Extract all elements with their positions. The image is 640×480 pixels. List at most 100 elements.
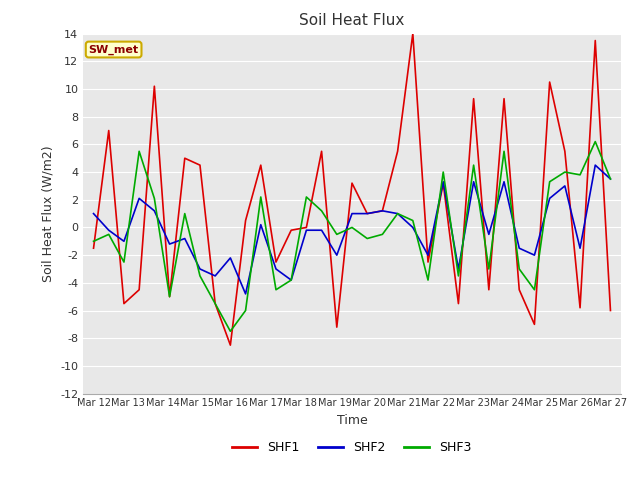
SHF2 <box>424 252 432 258</box>
SHF3 <box>333 231 340 237</box>
SHF1 <box>348 180 356 186</box>
SHF1 <box>454 300 462 307</box>
SHF2 <box>211 273 219 279</box>
SHF2 <box>90 211 97 216</box>
Legend: SHF1, SHF2, SHF3: SHF1, SHF2, SHF3 <box>227 436 477 459</box>
SHF1 <box>135 287 143 293</box>
Text: SW_met: SW_met <box>88 44 139 55</box>
Line: SHF2: SHF2 <box>93 165 611 294</box>
SHF2 <box>242 291 250 297</box>
Y-axis label: Soil Heat Flux (W/m2): Soil Heat Flux (W/m2) <box>42 145 54 282</box>
SHF2 <box>485 231 493 237</box>
SHF2 <box>546 195 554 201</box>
SHF3 <box>272 287 280 293</box>
SHF3 <box>546 179 554 185</box>
SHF3 <box>257 194 264 200</box>
SHF1 <box>196 162 204 168</box>
SHF1 <box>409 31 417 36</box>
SHF1 <box>515 287 523 293</box>
SHF3 <box>348 225 356 230</box>
SHF2 <box>166 241 173 247</box>
SHF2 <box>500 179 508 185</box>
SHF2 <box>561 183 569 189</box>
SHF2 <box>515 245 523 251</box>
SHF2 <box>303 228 310 233</box>
SHF1 <box>591 37 599 43</box>
SHF1 <box>166 294 173 300</box>
SHF1 <box>500 96 508 102</box>
SHF2 <box>409 225 417 230</box>
SHF3 <box>379 231 387 237</box>
SHF1 <box>394 148 401 154</box>
SHF1 <box>181 156 189 161</box>
SHF1 <box>440 180 447 186</box>
SHF2 <box>257 222 264 228</box>
SHF1 <box>424 259 432 265</box>
SHF3 <box>317 208 325 214</box>
SHF3 <box>409 217 417 223</box>
SHF3 <box>394 211 401 216</box>
SHF1 <box>364 211 371 216</box>
SHF3 <box>531 287 538 293</box>
SHF2 <box>272 266 280 272</box>
SHF1 <box>303 225 310 230</box>
SHF1 <box>546 79 554 85</box>
SHF3 <box>105 231 113 237</box>
SHF2 <box>470 179 477 185</box>
Line: SHF3: SHF3 <box>93 142 611 331</box>
SHF3 <box>440 169 447 175</box>
SHF1 <box>576 305 584 311</box>
SHF2 <box>440 179 447 185</box>
SHF2 <box>135 195 143 201</box>
SHF1 <box>120 300 128 307</box>
SHF1 <box>379 208 387 214</box>
SHF2 <box>181 236 189 241</box>
SHF1 <box>531 322 538 327</box>
SHF3 <box>576 172 584 178</box>
SHF2 <box>348 211 356 216</box>
SHF3 <box>120 259 128 265</box>
SHF2 <box>379 208 387 214</box>
SHF2 <box>333 252 340 258</box>
SHF1 <box>90 245 97 251</box>
SHF2 <box>591 162 599 168</box>
SHF2 <box>120 239 128 244</box>
SHF3 <box>607 176 614 182</box>
SHF3 <box>303 194 310 200</box>
SHF3 <box>135 148 143 154</box>
SHF1 <box>607 308 614 313</box>
SHF2 <box>150 208 158 214</box>
SHF3 <box>591 139 599 144</box>
SHF1 <box>317 148 325 154</box>
SHF1 <box>150 84 158 89</box>
SHF2 <box>364 211 371 216</box>
SHF3 <box>561 169 569 175</box>
SHF2 <box>576 245 584 251</box>
SHF3 <box>196 273 204 279</box>
X-axis label: Time: Time <box>337 414 367 427</box>
SHF3 <box>181 211 189 216</box>
SHF3 <box>242 308 250 313</box>
SHF2 <box>607 176 614 182</box>
SHF2 <box>105 228 113 233</box>
SHF3 <box>500 148 508 154</box>
SHF1 <box>287 228 295 233</box>
SHF3 <box>150 195 158 201</box>
Line: SHF1: SHF1 <box>93 34 611 345</box>
SHF1 <box>242 217 250 223</box>
SHF3 <box>90 239 97 244</box>
SHF1 <box>333 324 340 330</box>
SHF1 <box>561 148 569 154</box>
SHF1 <box>211 300 219 307</box>
SHF1 <box>272 259 280 265</box>
SHF2 <box>196 266 204 272</box>
SHF3 <box>454 273 462 279</box>
SHF1 <box>485 287 493 293</box>
SHF1 <box>227 342 234 348</box>
SHF1 <box>105 128 113 133</box>
SHF3 <box>287 277 295 283</box>
SHF3 <box>485 266 493 272</box>
SHF2 <box>531 252 538 258</box>
SHF2 <box>227 255 234 261</box>
SHF1 <box>470 96 477 102</box>
